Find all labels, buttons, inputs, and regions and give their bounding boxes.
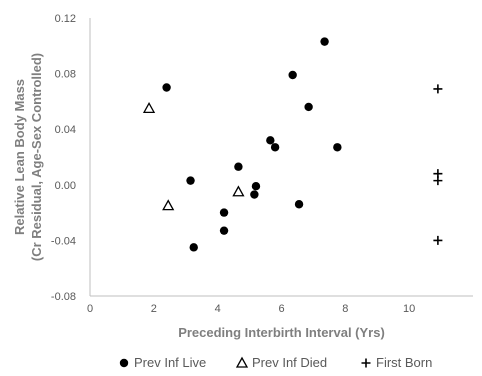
tick-labels: 0 2 4 6 8 10 0.12 0.08 0.04 0.00 -0.04 -0.08 [51,13,415,315]
x-tick-label: 10 [403,303,415,315]
data-point-circle [189,243,198,252]
y-tick-label: 0.08 [55,69,76,81]
data-point-circle [266,136,275,145]
x-tick-label: 4 [215,303,221,315]
data-point-circle [251,181,261,191]
legend-marker-circle [119,358,129,368]
data-point-circle [234,162,243,171]
data-point-circle [250,190,259,199]
y-axis-label-line: (Cr Residual, Age-Sex Controlled) [29,53,44,261]
data-point-circle [294,200,304,209]
legend-marker-plus [361,358,371,368]
legend-label: Prev Inf Died [252,355,327,370]
data-point-triangle [232,185,245,197]
data-point-circle [333,143,342,152]
y-tick-label: 0.04 [55,124,76,136]
x-tick-label: 2 [151,303,157,315]
data-point-circle [219,208,229,217]
legend-label: Prev Inf Live [134,355,206,370]
legend-marker-triangle [235,356,249,368]
data-point-circle [288,70,297,80]
data-point-plus [433,176,443,186]
data-point-circle [219,226,229,235]
data-point-circle [270,143,280,152]
y-tick-label: -0.08 [51,291,76,303]
data-point-plus [433,235,443,245]
y-axis-label: Relative Lean Body Mass (Cr Residual, Age… [12,53,44,261]
data-points [142,37,443,252]
x-axis-label: Preceding Interbirth Interval (Yrs) [178,325,385,340]
data-point-triangle [142,102,156,113]
legend: Prev Inf Live Prev Inf Died First Born [119,355,432,370]
y-tick-label: 0.12 [55,13,76,25]
data-point-circle [162,83,171,92]
x-tick-label: 6 [278,303,284,315]
y-tick-label: -0.04 [51,235,76,247]
legend-label: First Born [376,355,432,370]
data-point-circle [304,102,313,112]
axes [89,18,473,297]
y-tick-label: 0.00 [55,180,76,192]
x-tick-label: 8 [342,303,348,315]
data-point-circle [186,176,195,185]
x-tick-label: 0 [87,303,93,315]
y-axis-label-line: Relative Lean Body Mass [12,79,27,235]
data-point-plus [433,84,443,94]
data-point-circle [320,37,329,46]
data-point-triangle [162,199,175,211]
